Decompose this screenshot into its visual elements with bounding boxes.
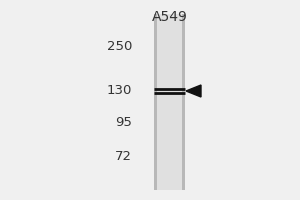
Text: 72: 72 — [115, 150, 132, 162]
Text: 130: 130 — [106, 84, 132, 97]
Bar — [154, 14, 184, 190]
Bar — [154, 14, 157, 190]
Text: A549: A549 — [152, 10, 188, 24]
Bar — [182, 14, 184, 190]
Text: 250: 250 — [106, 40, 132, 52]
Text: 95: 95 — [115, 116, 132, 130]
Polygon shape — [186, 85, 201, 97]
